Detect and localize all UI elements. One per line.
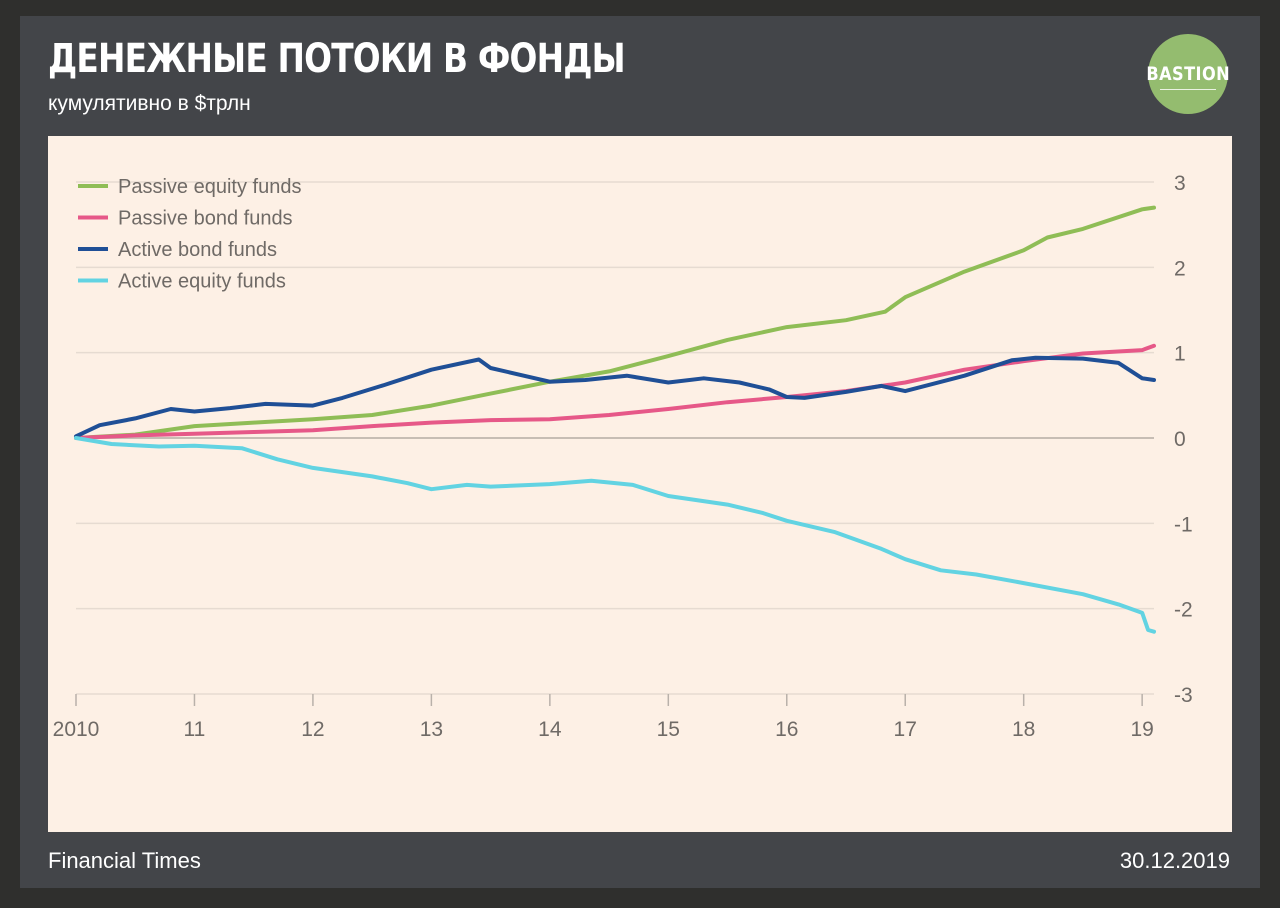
page-subtitle: кумулятивно в $трлн — [48, 92, 251, 115]
source-label: Financial Times — [48, 848, 201, 873]
y-tick-label: 1 — [1174, 343, 1186, 366]
page-title: ДЕНЕЖНЫЕ ПОТОКИ В ФОНДЫ — [48, 36, 626, 82]
logo-text: BASTION — [1146, 63, 1230, 85]
x-tick-label: 17 — [894, 718, 917, 741]
x-tick-label: 19 — [1130, 718, 1153, 741]
y-tick-label: -2 — [1174, 599, 1193, 622]
x-tick-label: 18 — [1012, 718, 1035, 741]
legend-label: Active bond funds — [118, 239, 277, 261]
legend-label: Passive bond funds — [118, 208, 293, 230]
y-tick-label: 2 — [1174, 257, 1186, 280]
bastion-logo: BASTION — [1146, 34, 1230, 114]
x-tick-label: 13 — [420, 718, 443, 741]
y-tick-label: 3 — [1174, 172, 1186, 195]
series-line — [74, 343, 1156, 440]
series-line — [74, 436, 1156, 634]
x-tick-label: 11 — [184, 718, 206, 741]
date-label: 30.12.2019 — [1119, 848, 1230, 873]
infographic-card: ДЕНЕЖНЫЕ ПОТОКИ В ФОНДЫ кумулятивно в $т… — [20, 16, 1260, 888]
x-tick-label: 2010 — [53, 718, 100, 741]
x-tick-label: 12 — [301, 718, 324, 741]
legend-label: Active equity funds — [118, 271, 286, 293]
logo-underline — [1160, 89, 1216, 90]
chart-panel: 3 2 1 0 -1 -2 -3 2010 11 12 13 14 15 16 17 18 19 Passive … — [48, 136, 1232, 832]
x-tick-label: 15 — [657, 718, 680, 741]
y-tick-label: 0 — [1174, 428, 1186, 451]
series-line — [74, 205, 1156, 440]
fund-flows-chart: 3 2 1 0 -1 -2 -3 2010 11 12 13 14 15 16 17 18 19 Passive … — [53, 172, 1193, 741]
x-tick-label: 16 — [775, 718, 798, 741]
series-line — [74, 355, 1156, 439]
x-tick-label: 14 — [538, 718, 562, 741]
legend-label: Passive equity funds — [118, 176, 301, 198]
y-tick-label: -3 — [1174, 684, 1193, 707]
y-tick-label: -1 — [1174, 513, 1193, 536]
